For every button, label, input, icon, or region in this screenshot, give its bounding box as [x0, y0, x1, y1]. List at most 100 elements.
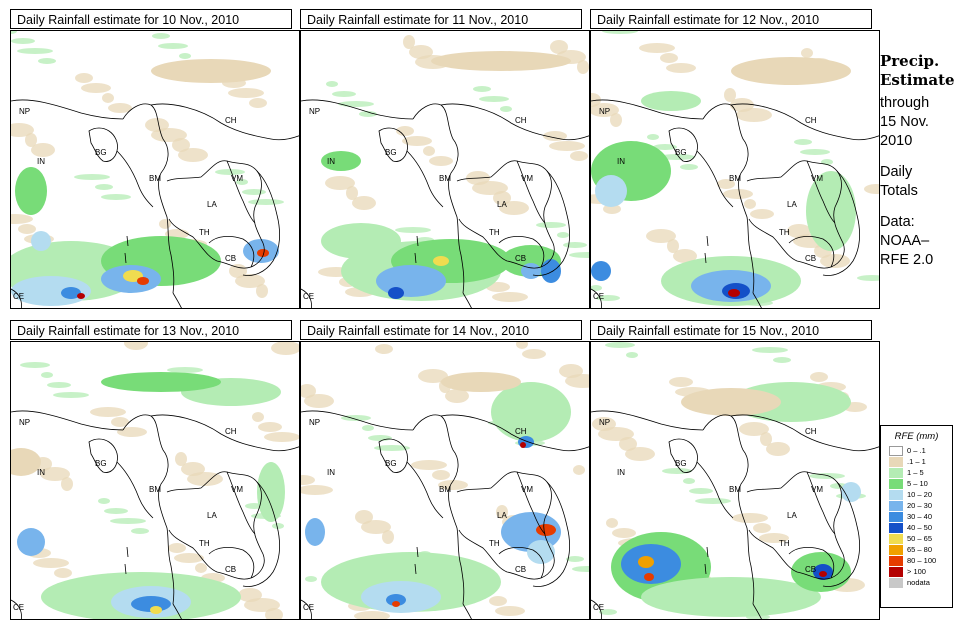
rain-speckle [110, 518, 146, 524]
legend-label: 65 – 80 [907, 544, 933, 554]
country-border [806, 160, 836, 224]
country-label-bm: BM [729, 174, 741, 183]
rain-speckle [61, 477, 73, 491]
country-border [208, 235, 255, 268]
rain-speckle [724, 88, 736, 102]
map-panel-12-nov: Daily Rainfall estimate for 12 Nov., 201… [590, 9, 880, 309]
rain-speckle [11, 123, 34, 137]
legend-label: 50 – 65 [907, 533, 933, 543]
rain-area [527, 540, 555, 564]
rain-speckle [591, 285, 602, 291]
country-border [591, 99, 704, 120]
rain-speckle [667, 239, 679, 253]
rain-area [644, 573, 654, 581]
rain-speckle [11, 31, 17, 34]
rain-speckle [752, 347, 788, 353]
country-border [462, 292, 472, 308]
rain-speckle [864, 184, 879, 194]
rain-speckle [301, 485, 333, 495]
rain-area [641, 577, 821, 617]
legend-item: 50 – 65 [889, 533, 952, 544]
rain-speckle [639, 43, 675, 53]
rain-speckle [732, 513, 768, 523]
rain-speckle [235, 274, 265, 288]
country-border [11, 599, 22, 619]
country-label-vm: VM [811, 174, 823, 183]
country-label-bm: BM [439, 485, 451, 494]
legend-swatch [889, 500, 903, 511]
rain-speckle [40, 467, 70, 481]
country-label-th: TH [489, 539, 500, 548]
rain-speckle [418, 369, 448, 383]
legend-title: RFE (mm) [894, 431, 939, 442]
rain-speckle [744, 199, 756, 209]
rain-speckle [368, 435, 392, 441]
country-label-in: IN [617, 468, 625, 477]
country-label-la: LA [787, 511, 797, 520]
rain-speckle [167, 367, 203, 373]
rain-speckle [248, 199, 284, 205]
rain-speckle [195, 563, 207, 573]
country-label-vm: VM [231, 174, 243, 183]
country-label-ch: CH [515, 116, 527, 125]
map-panel-13-nov: Daily Rainfall estimate for 13 Nov., 201… [10, 320, 300, 620]
rain-area [31, 231, 51, 251]
country-label-ch: CH [225, 427, 237, 436]
rain-speckle [47, 382, 71, 388]
rain-speckle [753, 523, 771, 533]
rain-speckle [11, 38, 35, 44]
rain-speckle [41, 372, 53, 378]
legend-swatch [889, 533, 903, 544]
country-border [406, 150, 444, 208]
country-label-in: IN [37, 157, 45, 166]
panel-title: Daily Rainfall estimate for 10 Nov., 201… [10, 9, 292, 29]
rain-speckle [81, 83, 111, 93]
rain-area [388, 287, 404, 299]
country-border [532, 170, 571, 276]
rain-speckle [602, 31, 638, 34]
country-label-la: LA [207, 511, 217, 520]
rain-speckle [359, 111, 377, 117]
rain-speckle [429, 156, 453, 166]
country-border [730, 103, 879, 141]
country-border [752, 292, 762, 308]
rain-speckle [102, 93, 114, 103]
country-label-bg: BG [675, 459, 687, 468]
rain-area [101, 372, 221, 392]
country-border [301, 599, 312, 619]
rain-area [61, 287, 81, 299]
country-border [226, 160, 256, 224]
rain-speckle [750, 209, 774, 219]
country-border [124, 235, 129, 264]
country-label-cb: CB [225, 254, 236, 263]
country-label-bm: BM [729, 485, 741, 494]
rain-speckle [662, 468, 692, 474]
rain-speckle [573, 465, 585, 475]
country-border [822, 481, 861, 587]
country-border [414, 546, 419, 575]
rain-speckle [111, 417, 129, 427]
rain-speckle [596, 295, 620, 301]
rain-speckle [305, 576, 317, 582]
rain-speckle [565, 374, 589, 388]
rain-speckle [566, 556, 584, 562]
legend-swatch [889, 544, 903, 555]
rain-area [491, 382, 571, 442]
rain-area [321, 151, 361, 171]
map-canvas: NP CH IN BG BM VM LA TH CB CE [301, 35, 589, 308]
map-panel-11-nov: Daily Rainfall estimate for 11 Nov., 201… [300, 9, 590, 309]
legend-swatch [889, 478, 903, 489]
country-label-la: LA [497, 200, 507, 209]
rain-speckle [536, 222, 566, 228]
country-label-cb: CB [515, 565, 526, 574]
rain-speckle [423, 146, 435, 156]
rain-speckle [172, 138, 190, 152]
rain-speckle [75, 73, 93, 83]
rain-speckle [374, 445, 410, 451]
legend-swatch [889, 445, 903, 456]
rain-speckle [801, 48, 813, 58]
country-label-bm: BM [439, 174, 451, 183]
rain-speckle [382, 530, 394, 544]
rain-speckle [659, 154, 695, 160]
rain-speckle [101, 194, 131, 200]
